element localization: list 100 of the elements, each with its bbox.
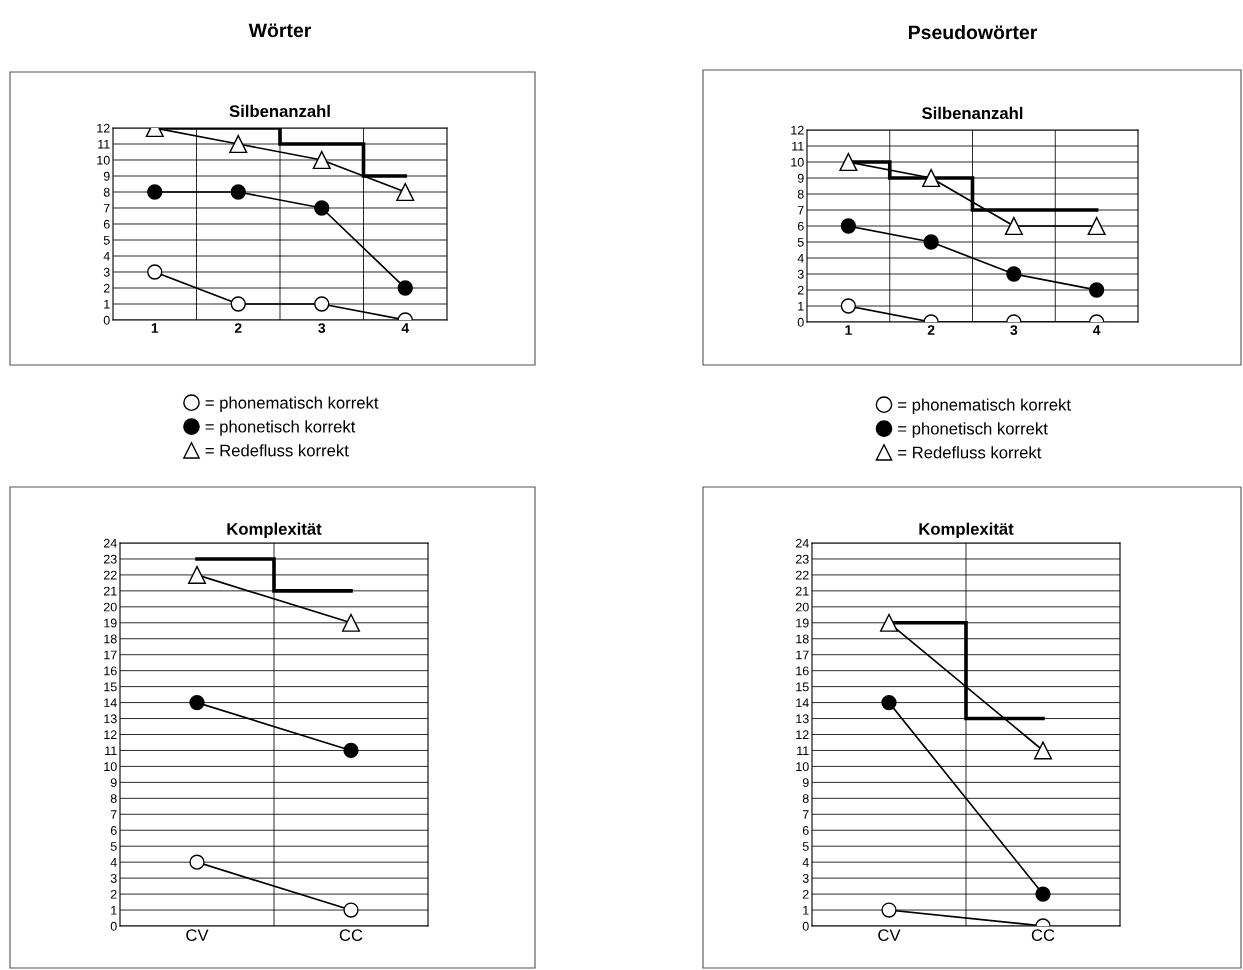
- y-tick-label: 15: [796, 682, 809, 692]
- y-tick-label: 12: [791, 125, 804, 135]
- legend-label: = phonematisch korrekt: [898, 398, 1071, 414]
- y-tick-label: 11: [98, 139, 110, 149]
- chart-title: Komplexität: [919, 522, 1014, 539]
- y-tick-label: 23: [103, 554, 117, 564]
- y-tick-label: 24: [795, 538, 809, 548]
- y-tick-label: 7: [103, 203, 110, 213]
- y-tick-label: 10: [796, 762, 809, 772]
- x-tick-label: CV: [878, 929, 901, 942]
- y-tick-label: 0: [110, 921, 117, 931]
- y-tick-label: 2: [797, 285, 804, 295]
- y-tick-label: 17: [796, 650, 809, 660]
- y-tick-label: 3: [797, 269, 804, 279]
- y-tick-label: 5: [110, 842, 117, 851]
- x-tick-label: CC: [339, 929, 363, 942]
- legend-label: = Redefluss korrekt: [205, 444, 349, 457]
- legend-label: = Redefluss korrekt: [898, 446, 1042, 459]
- y-tick-label: 17: [104, 650, 117, 660]
- chart-subtitle: Silbenanzahl: [922, 106, 1023, 120]
- y-tick-label: 4: [797, 253, 804, 263]
- y-tick-label: 3: [103, 267, 110, 277]
- y-tick-label: 1: [104, 299, 110, 309]
- y-tick-label: 13: [104, 714, 117, 724]
- y-tick-label: 4: [110, 858, 117, 867]
- y-tick-label: 9: [797, 173, 804, 183]
- y-tick-label: 9: [802, 778, 809, 788]
- y-tick-label: 16: [104, 666, 117, 676]
- y-tick-label: 4: [103, 251, 110, 261]
- x-tick-label: 3: [318, 323, 326, 333]
- y-tick-label: 11: [792, 141, 804, 151]
- y-tick-label: 11: [797, 746, 809, 755]
- y-tick-label: 23: [795, 554, 809, 564]
- y-tick-label: 7: [797, 205, 804, 215]
- y-tick-label: 18: [796, 634, 809, 644]
- y-tick-label: 21: [103, 586, 117, 596]
- x-tick-label: 4: [1092, 325, 1101, 335]
- y-tick-label: 3: [110, 873, 117, 883]
- chart-subtitle: Silbenanzahl: [229, 104, 330, 118]
- y-tick-label: 12: [796, 730, 809, 740]
- x-tick-label: 2: [234, 323, 242, 333]
- y-tick-label: 0: [797, 317, 804, 327]
- y-tick-label: 1: [111, 905, 117, 915]
- y-tick-label: 0: [103, 315, 110, 325]
- y-tick-label: 7: [110, 810, 117, 819]
- y-tick-label: 8: [802, 794, 809, 803]
- y-tick-label: 2: [802, 889, 809, 899]
- x-tick-label: 1: [151, 323, 159, 333]
- y-tick-label: 2: [110, 889, 117, 899]
- y-tick-label: 11: [105, 746, 117, 755]
- legend-label: = phonematisch korrekt: [205, 396, 379, 412]
- y-tick-label: 8: [110, 794, 117, 803]
- y-tick-label: 5: [802, 842, 809, 851]
- chart-title: Komplexität: [227, 522, 322, 539]
- chart-title: Wörter: [248, 23, 312, 38]
- x-tick-label: CV: [186, 929, 209, 942]
- y-tick-label: 6: [797, 221, 804, 231]
- y-tick-label: 20: [795, 602, 809, 612]
- y-tick-label: 15: [104, 682, 117, 692]
- y-tick-label: 4: [802, 858, 809, 867]
- y-tick-label: 3: [802, 873, 809, 883]
- x-tick-label: 2: [927, 325, 935, 335]
- y-tick-label: 1: [803, 905, 809, 915]
- y-tick-label: 20: [103, 602, 117, 612]
- y-tick-label: 1: [798, 301, 804, 311]
- legend-label: = phonetisch korrekt: [898, 422, 1048, 438]
- y-tick-label: 10: [104, 762, 117, 772]
- y-tick-label: 5: [797, 237, 804, 247]
- y-tick-label: 19: [796, 618, 809, 628]
- y-tick-label: 18: [104, 634, 117, 644]
- y-tick-label: 6: [110, 826, 117, 835]
- y-tick-label: 12: [97, 123, 110, 133]
- y-tick-label: 13: [796, 714, 809, 724]
- x-tick-label: 4: [401, 323, 410, 333]
- y-tick-label: 24: [103, 538, 117, 548]
- legend-label: = phonetisch korrekt: [205, 420, 356, 436]
- y-tick-label: 12: [104, 730, 117, 740]
- y-tick-label: 9: [103, 171, 110, 181]
- y-tick-label: 22: [103, 570, 117, 580]
- y-tick-label: 6: [103, 219, 110, 229]
- y-tick-label: 21: [795, 586, 809, 596]
- x-tick-label: CC: [1031, 929, 1055, 942]
- y-tick-label: 14: [104, 698, 117, 708]
- y-tick-label: 5: [103, 235, 110, 245]
- y-tick-label: 16: [796, 666, 809, 676]
- y-tick-label: 9: [110, 778, 117, 788]
- x-tick-label: 1: [845, 325, 852, 335]
- y-tick-label: 8: [797, 189, 804, 199]
- y-tick-label: 6: [802, 826, 809, 835]
- y-tick-label: 14: [796, 698, 809, 708]
- chart-title: Pseudowörter: [908, 24, 1038, 40]
- y-tick-label: 10: [791, 157, 804, 167]
- y-tick-label: 22: [795, 570, 809, 580]
- y-tick-label: 0: [802, 921, 809, 931]
- y-tick-label: 8: [103, 187, 110, 197]
- y-tick-label: 2: [103, 283, 110, 293]
- y-tick-label: 10: [97, 155, 110, 165]
- y-tick-label: 19: [104, 618, 117, 628]
- y-tick-label: 7: [802, 810, 809, 819]
- x-tick-label: 3: [1010, 325, 1018, 335]
